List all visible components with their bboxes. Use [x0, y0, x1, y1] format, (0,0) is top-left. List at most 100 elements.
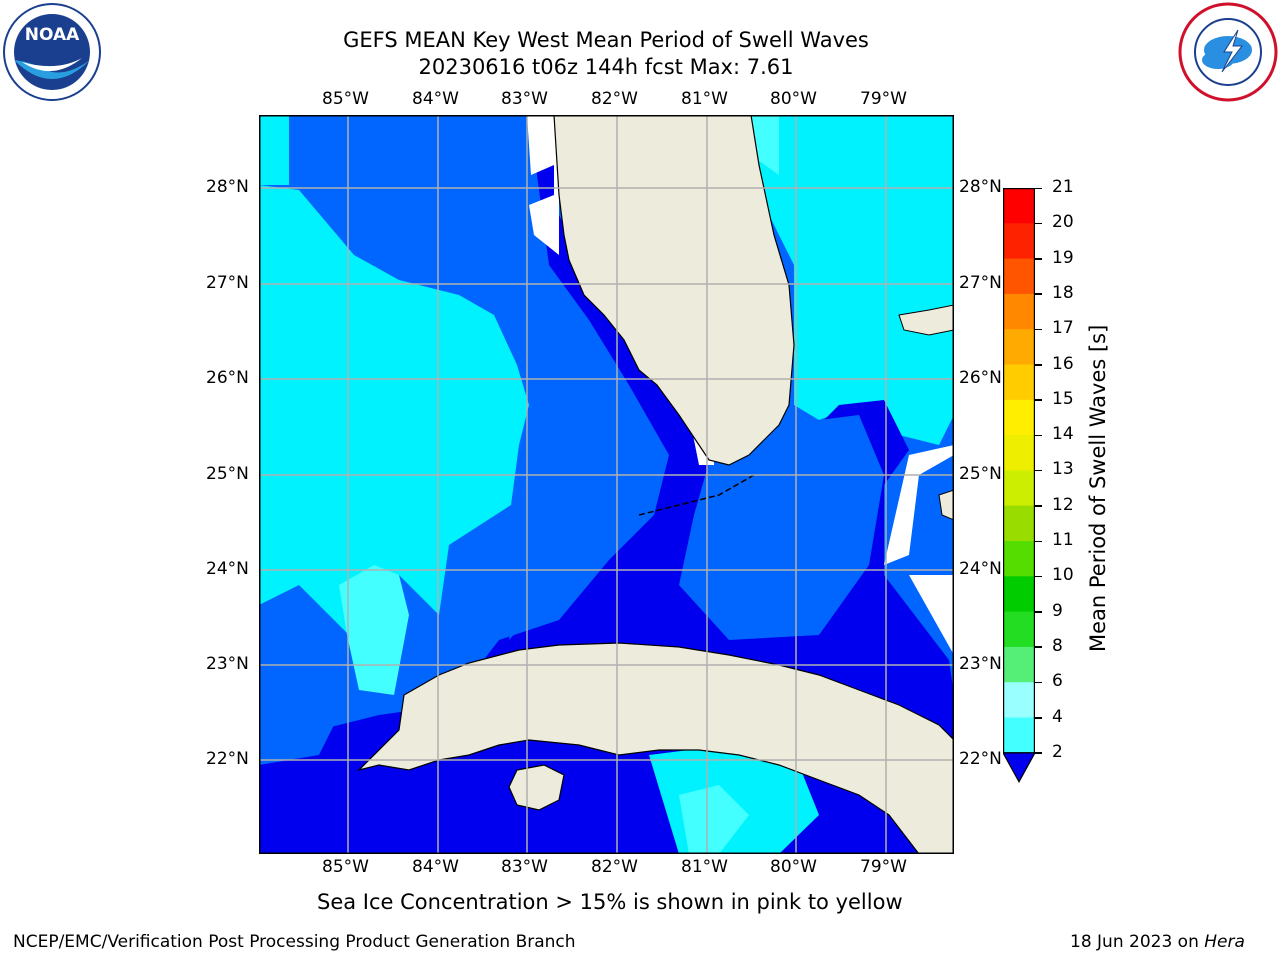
lat-label-right: 25°N	[959, 464, 1002, 484]
colorbar-tick-mark	[1035, 222, 1042, 225]
colorbar-tick-mark	[1035, 434, 1042, 437]
lat-label-left: 24°N	[206, 559, 249, 579]
colorbar-tick-label: 14	[1052, 424, 1074, 445]
lon-label-bottom: 83°W	[501, 857, 548, 877]
lon-label-top: 85°W	[322, 89, 369, 109]
colorbar-tick-mark	[1035, 505, 1042, 507]
ocean-band-6-8	[339, 565, 409, 695]
colorbar-segment	[1003, 223, 1035, 260]
colorbar-tick-label: 18	[1052, 282, 1074, 303]
colorbar-segment	[1003, 188, 1035, 224]
colorbar-tick-mark	[1035, 717, 1042, 719]
colorbar-segment	[1003, 364, 1035, 401]
footer-right: 18 Jun 2023 on Hera	[1070, 932, 1245, 952]
colorbar-tick-mark	[1035, 540, 1042, 542]
colorbar-tick-label: 19	[1052, 247, 1074, 268]
colorbar-label: Mean Period of Swell Waves [s]	[1086, 324, 1110, 652]
footer-host: Hera	[1204, 932, 1245, 952]
colorbar-tick-mark	[1035, 752, 1042, 754]
colorbar-tick-label: 8	[1052, 635, 1063, 656]
colorbar-tick-label: 9	[1052, 600, 1063, 621]
gridlines	[259, 115, 954, 854]
colorbar-segment	[1003, 646, 1035, 683]
lat-label-left: 27°N	[206, 273, 249, 293]
lat-label-left: 26°N	[206, 368, 249, 388]
colorbar-segment	[1003, 682, 1035, 718]
footer-left: NCEP/EMC/Verification Post Processing Pr…	[13, 932, 576, 952]
missing-data	[527, 115, 554, 175]
colorbar-tick-mark	[1035, 611, 1042, 613]
colorbar	[1001, 188, 1037, 784]
colorbar-segment	[1003, 717, 1035, 754]
colorbar-tick-label: 17	[1052, 318, 1074, 339]
colorbar-tick-label: 11	[1052, 530, 1074, 550]
colorbar-segment	[1003, 470, 1035, 507]
colorbar-tick-label: 12	[1052, 494, 1074, 515]
colorbar-segment	[1003, 576, 1035, 613]
nws-logo	[1178, 2, 1278, 102]
colorbar-tick-label: 10	[1052, 565, 1074, 586]
colorbar-segment	[1003, 293, 1035, 330]
colorbar-tick-mark	[1035, 364, 1042, 366]
colorbar-extend-arrow	[1001, 752, 1037, 784]
map-frame	[259, 115, 954, 854]
colorbar-segment	[1003, 399, 1035, 436]
colorbar-tick-label: 2	[1052, 741, 1063, 762]
colorbar-segment	[1003, 541, 1035, 577]
colorbar-tick-mark	[1035, 258, 1042, 260]
lat-label-left: 25°N	[206, 464, 249, 484]
chart-subtitle: 20230616 t06z 144h fcst Max: 7.61	[418, 55, 794, 79]
lat-label-right: 22°N	[959, 749, 1002, 769]
cuba-land	[357, 642, 955, 855]
colorbar-tick-label: 15	[1052, 388, 1074, 409]
florida-keys	[638, 474, 755, 516]
lat-label-right: 23°N	[959, 654, 1002, 674]
colorbar-tick-mark	[1035, 575, 1042, 578]
colorbar-segment	[1003, 611, 1035, 648]
lon-label-bottom: 79°W	[860, 857, 907, 877]
colorbar-segment	[1003, 258, 1035, 295]
colorbar-tick-mark	[1035, 187, 1042, 189]
lon-label-top: 81°W	[681, 89, 728, 109]
chart-title: GEFS MEAN Key West Mean Period of Swell …	[343, 28, 869, 52]
colorbar-frame	[1003, 188, 1035, 754]
colorbar-tick-mark	[1035, 293, 1042, 295]
lat-label-right: 27°N	[959, 273, 1002, 293]
colorbar-tick-label: 21	[1052, 177, 1074, 197]
lon-label-bottom: 85°W	[322, 857, 369, 877]
lat-label-left: 22°N	[206, 749, 249, 769]
colorbar-tick-mark	[1035, 469, 1042, 472]
colorbar-segment	[1003, 505, 1035, 542]
map-panel	[259, 114, 955, 855]
colorbar-tick-label: 4	[1052, 706, 1063, 727]
colorbar-segment	[1003, 435, 1035, 471]
colorbar-tick-mark	[1035, 681, 1042, 684]
colorbar-tick-label: 20	[1052, 212, 1074, 233]
sea-ice-caption: Sea Ice Concentration > 15% is shown in …	[317, 890, 903, 914]
lat-label-left: 23°N	[206, 654, 249, 674]
lon-label-top: 79°W	[860, 89, 907, 109]
footer-date: 18 Jun 2023 on	[1070, 932, 1205, 952]
colorbar-tick-label: 13	[1052, 459, 1074, 480]
lon-label-bottom: 81°W	[681, 857, 728, 877]
lon-label-top: 82°W	[591, 89, 638, 109]
lon-label-bottom: 80°W	[770, 857, 817, 877]
lat-label-right: 24°N	[959, 559, 1002, 579]
lon-label-top: 84°W	[412, 89, 459, 109]
ocean-band-4-6	[259, 185, 529, 635]
noaa-logo-text: NOAA	[25, 25, 80, 45]
map-svg	[259, 114, 955, 855]
colorbar-segment	[1003, 329, 1035, 365]
lat-label-left: 28°N	[206, 177, 249, 197]
lon-label-top: 80°W	[770, 89, 817, 109]
colorbar-tick-label: 16	[1052, 353, 1074, 374]
lat-label-right: 26°N	[959, 368, 1002, 388]
lon-label-bottom: 84°W	[412, 857, 459, 877]
isla-juventud-land	[508, 764, 565, 811]
colorbar-tick-mark	[1035, 646, 1042, 648]
noaa-logo: NOAA	[2, 2, 102, 102]
colorbar-tick-mark	[1035, 328, 1042, 331]
lon-label-top: 83°W	[501, 89, 548, 109]
lat-label-right: 28°N	[959, 177, 1002, 197]
lon-label-bottom: 82°W	[591, 857, 638, 877]
